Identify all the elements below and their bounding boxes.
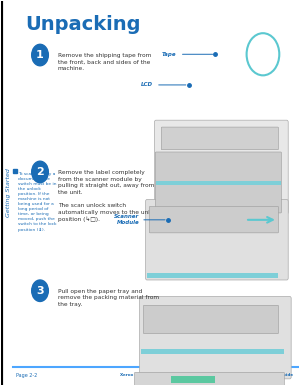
FancyBboxPatch shape xyxy=(154,120,288,214)
Text: 2: 2 xyxy=(36,167,44,177)
FancyBboxPatch shape xyxy=(140,296,291,379)
Text: Getting Started: Getting Started xyxy=(6,169,11,217)
FancyBboxPatch shape xyxy=(146,200,288,280)
Text: Pull open the paper tray and
remove the packing material from
the tray.: Pull open the paper tray and remove the … xyxy=(58,289,159,307)
Circle shape xyxy=(32,44,48,66)
Text: 3: 3 xyxy=(36,286,44,296)
Text: Scanner
Module: Scanner Module xyxy=(114,214,140,225)
FancyBboxPatch shape xyxy=(149,207,278,233)
Bar xyxy=(156,181,281,185)
Circle shape xyxy=(32,280,48,301)
Text: LCD: LCD xyxy=(141,83,153,88)
FancyBboxPatch shape xyxy=(155,152,281,213)
Text: To scan or copy a
document, the
switch must be in
the unlock
position. If the
ma: To scan or copy a document, the switch m… xyxy=(18,172,56,232)
Text: Xerox CopyCentre C20, WorkCentre M20 and WorkCentre M20i User Guide: Xerox CopyCentre C20, WorkCentre M20 and… xyxy=(119,373,293,377)
Bar xyxy=(141,349,284,354)
Text: 1: 1 xyxy=(36,50,44,60)
FancyBboxPatch shape xyxy=(143,305,278,334)
Text: Remove the label completely
from the scanner module by
pulling it straight out, : Remove the label completely from the sca… xyxy=(58,170,160,222)
FancyBboxPatch shape xyxy=(134,372,284,386)
Text: Tape: Tape xyxy=(162,52,176,57)
Text: Page 2-2: Page 2-2 xyxy=(16,372,38,378)
Circle shape xyxy=(32,161,48,183)
Text: Unpacking: Unpacking xyxy=(25,15,141,34)
Bar xyxy=(147,273,278,278)
Bar xyxy=(171,376,215,383)
Text: Remove the shipping tape from
the front, back and sides of the
machine.: Remove the shipping tape from the front,… xyxy=(58,53,151,71)
FancyBboxPatch shape xyxy=(161,127,278,150)
